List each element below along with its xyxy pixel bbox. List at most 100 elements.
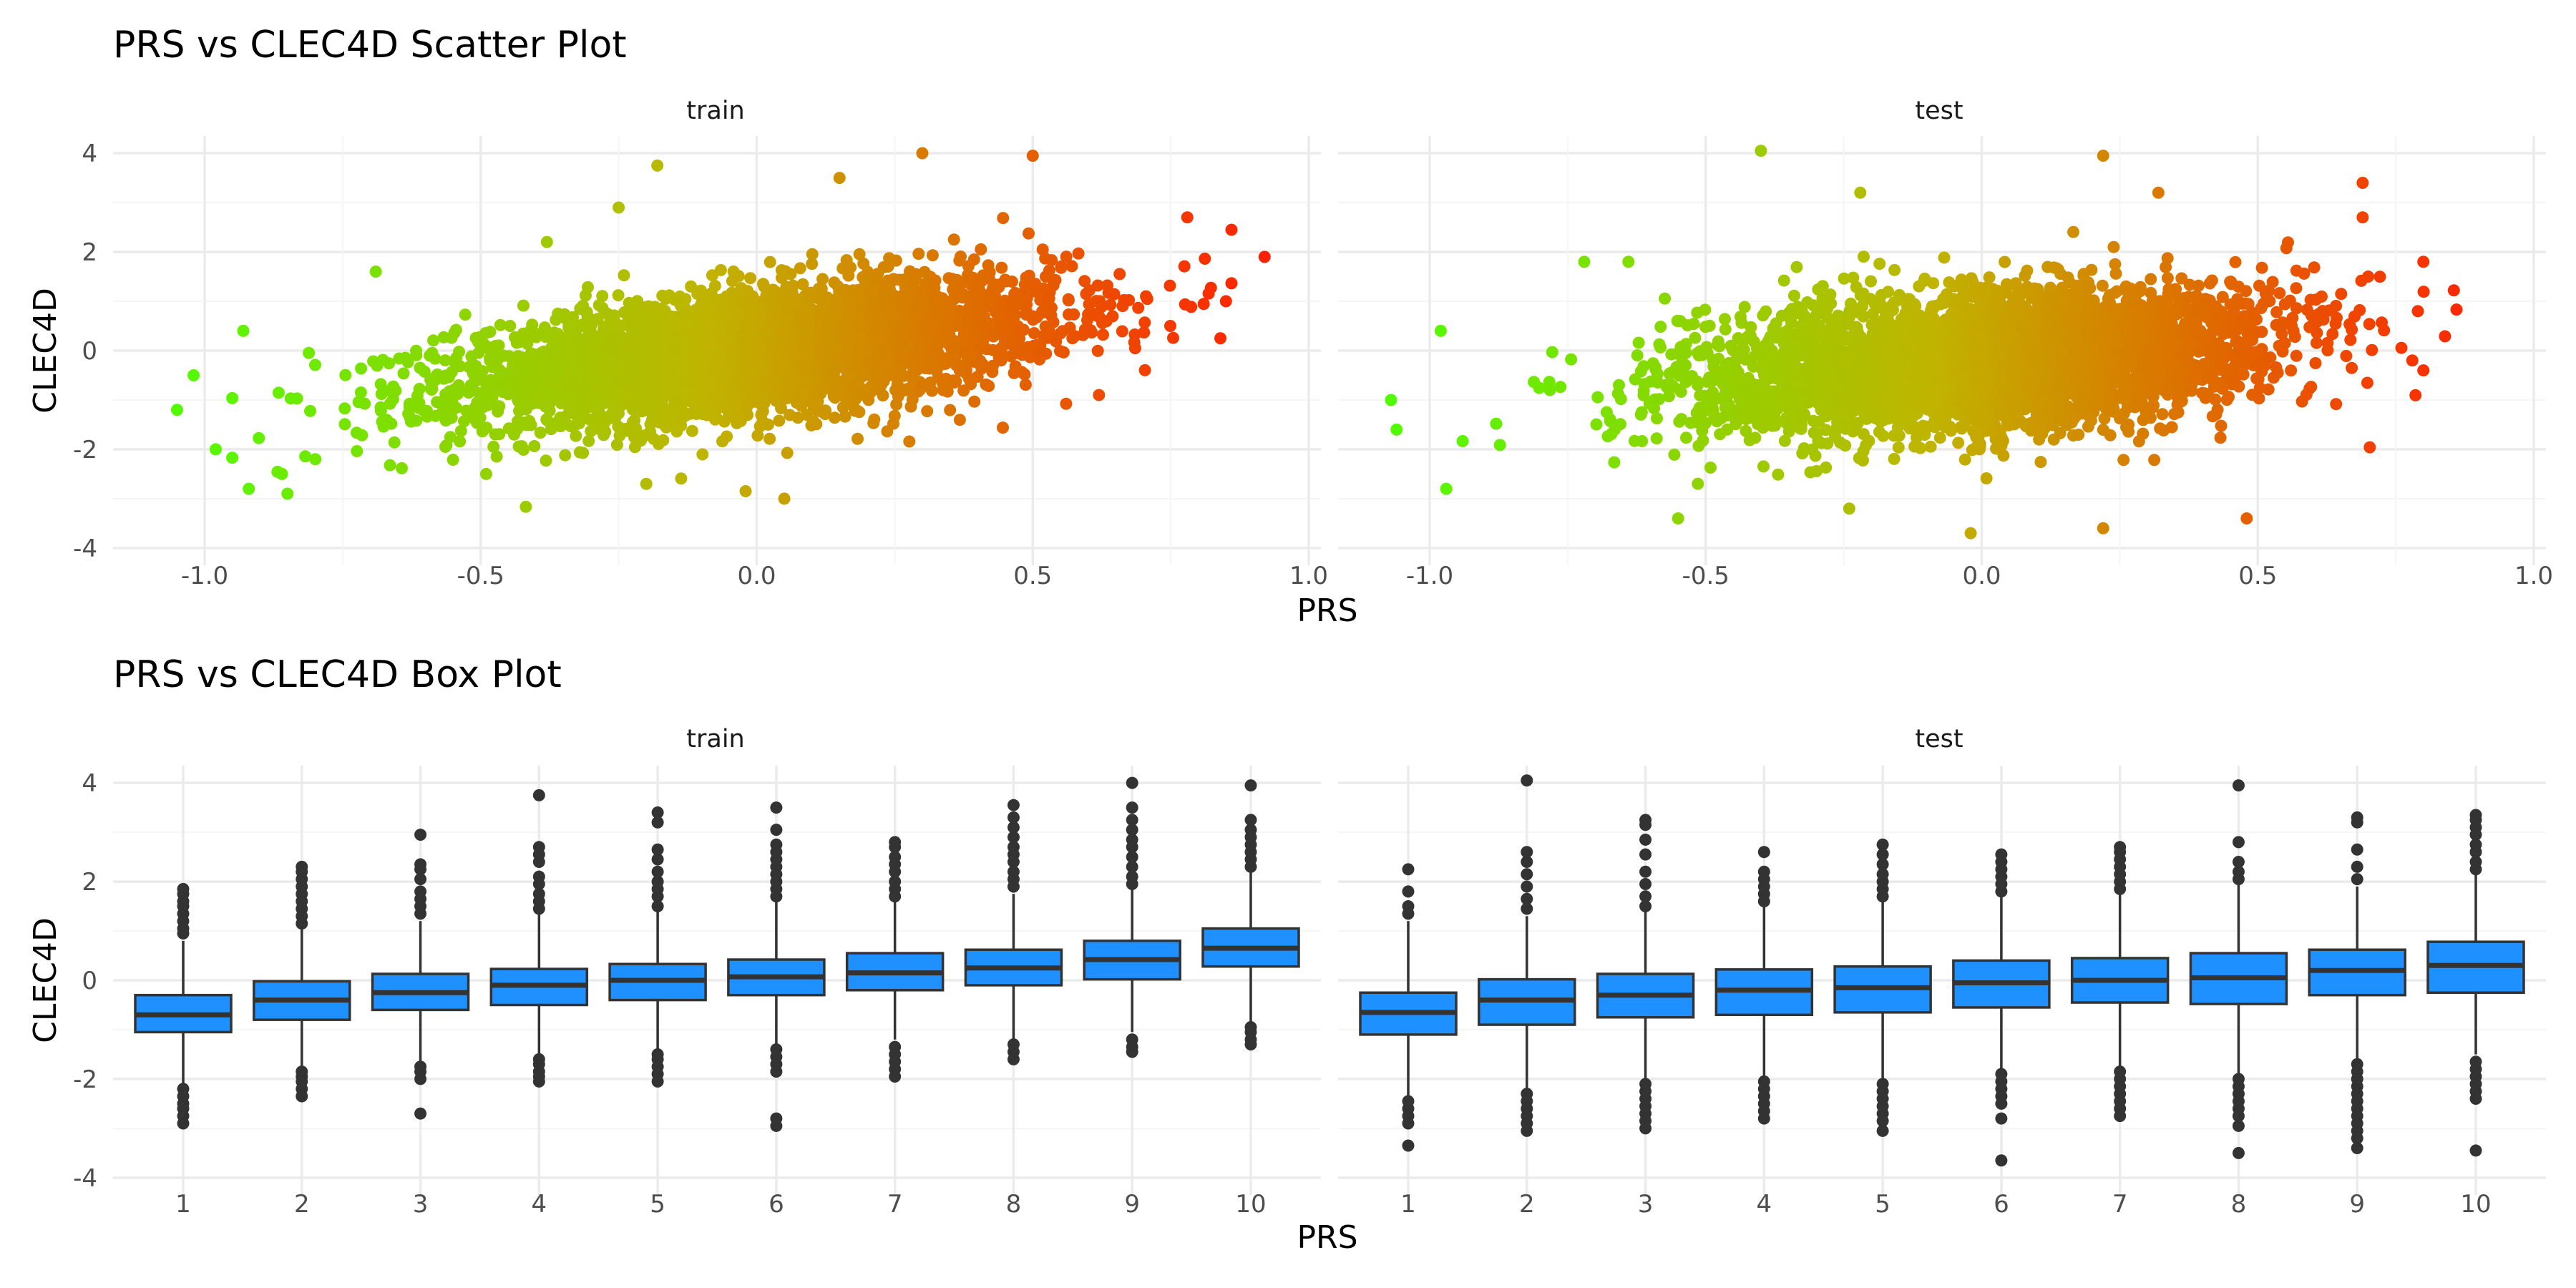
scatter-train-point	[1033, 353, 1046, 366]
scatter-train-point	[777, 359, 790, 372]
scatter-train-point	[397, 367, 410, 380]
scatter-train-point	[502, 422, 515, 435]
scatter-train-point	[309, 453, 322, 466]
scatter-train-point	[836, 322, 849, 335]
scatter-train-point	[706, 269, 718, 282]
scatter-train-point	[685, 394, 698, 407]
scatter-train-point	[932, 338, 945, 351]
scatter-train-point	[513, 336, 526, 348]
scatter-train-point	[253, 431, 265, 444]
scatter-train-point	[957, 384, 970, 397]
scatter-train-point	[598, 323, 611, 336]
scatter-train-point	[291, 392, 303, 405]
scatter-train-point	[493, 364, 505, 376]
scatter-train-point	[953, 414, 966, 426]
scatter-train-point	[1225, 277, 1238, 290]
scatter-train-point	[620, 364, 633, 376]
scatter-train-point	[968, 327, 981, 340]
scatter-train-point	[693, 345, 706, 358]
scatter-train-point	[558, 308, 571, 321]
scatter-panel-train: 420-2-4-1.0 -0.5 0.0 0.5 1.0	[73, 136, 1328, 590]
scatter-train-point	[512, 440, 525, 453]
scatter-train-outlier-point	[237, 324, 250, 337]
scatter-train-point	[776, 326, 789, 339]
scatter-train-point	[376, 353, 389, 366]
scatter-train-point	[587, 393, 600, 406]
scatter-train-point	[374, 404, 387, 417]
scatter-train-point	[304, 404, 316, 417]
scatter-train-point	[272, 386, 285, 399]
scatter-train-point	[752, 341, 765, 353]
scatter-panel-label-test: test	[1915, 97, 1963, 125]
scatter-train-point	[836, 401, 849, 414]
scatter-test-x-tick-label: -0.5	[1682, 562, 1729, 590]
scatter-train-point	[924, 376, 937, 389]
scatter-train-point	[763, 291, 776, 304]
scatter-train-outlier-point	[369, 265, 382, 278]
scatter-train-point	[1078, 275, 1091, 288]
scatter-train-point	[655, 323, 668, 336]
scatter-train-point	[615, 389, 628, 402]
scatter-train-point	[917, 285, 930, 298]
scatter-train-point	[1104, 298, 1117, 311]
scatter-train-point	[377, 420, 390, 433]
scatter-train-point	[949, 319, 962, 332]
scatter-train-point	[829, 293, 842, 306]
scatter-train-point	[675, 472, 688, 485]
scatter-train-point	[517, 299, 530, 312]
scatter-train-outlier-point	[1214, 332, 1227, 345]
scatter-train-point	[864, 289, 877, 302]
scatter-train-point	[571, 392, 584, 405]
scatter-train-point	[928, 358, 941, 371]
scatter-test-point	[1772, 468, 1785, 481]
scatter-train-point	[504, 320, 517, 332]
scatter-train-point	[824, 341, 836, 353]
scatter-train-point	[429, 409, 442, 422]
scatter-train-point	[494, 318, 507, 331]
scatter-train-point	[531, 392, 544, 405]
scatter-train-outlier-point	[209, 443, 222, 456]
scatter-train-point	[775, 264, 788, 277]
scatter-train-point	[519, 500, 532, 513]
scatter-train-point	[817, 295, 830, 308]
scatter-train-point	[784, 382, 796, 394]
scatter-train-point	[1020, 271, 1033, 284]
scatter-train-point	[724, 322, 737, 335]
scatter-train-point	[679, 409, 691, 422]
scatter-train-point	[610, 439, 623, 452]
scatter-train-point	[549, 351, 562, 364]
scatter-train-point	[355, 362, 368, 375]
scatter-train-outlier-point	[613, 201, 625, 214]
scatter-train-point	[427, 334, 440, 347]
scatter-train-point	[484, 374, 497, 386]
scatter-train-point	[852, 432, 864, 445]
scatter-train-y-tick-label: -2	[73, 436, 97, 464]
scatter-train-outlier-point	[1219, 295, 1232, 308]
scatter-train-point	[1091, 279, 1104, 292]
scatter-train-point	[747, 304, 759, 317]
scatter-train-point	[962, 268, 975, 281]
scatter-train-point	[794, 262, 806, 275]
scatter-test-point	[1591, 391, 1604, 404]
scatter-train-point	[602, 411, 615, 424]
scatter-train-point	[612, 289, 625, 302]
scatter-train-point	[675, 364, 688, 377]
scatter-train-point	[661, 414, 674, 426]
scatter-train-point	[1167, 331, 1179, 344]
scatter-train-point	[566, 368, 579, 381]
scatter-train-point	[1018, 368, 1031, 381]
scatter-train-point	[881, 425, 894, 438]
scatter-train-outlier-point	[187, 369, 200, 381]
scatter-train-point	[599, 383, 612, 396]
scatter-test-point	[2363, 441, 2376, 454]
scatter-train-point	[705, 380, 718, 393]
scatter-train-point	[726, 356, 738, 369]
scatter-train-point	[975, 243, 987, 255]
scatter-train-point	[1097, 328, 1109, 341]
scatter-train-point	[487, 440, 500, 453]
box-x-axis-label: PRS	[1297, 1219, 1357, 1256]
scatter-train-point	[974, 342, 987, 355]
scatter-train-point	[656, 289, 669, 302]
scatter-train-point	[459, 308, 472, 321]
scatter-train-point	[592, 299, 605, 311]
